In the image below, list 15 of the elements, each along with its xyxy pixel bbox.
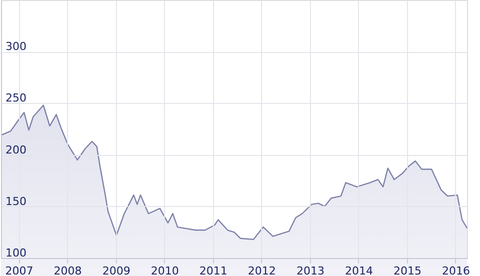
y-tick-label: 300 — [6, 40, 26, 54]
x-tick-label: 2011 — [199, 264, 228, 276]
x-tick-label: 2010 — [150, 264, 179, 276]
x-tick-label: 2008 — [54, 264, 82, 276]
y-tick-label: 200 — [6, 143, 26, 156]
x-tick-label: 2013 — [296, 264, 324, 276]
x-tick-label: 2007 — [5, 264, 34, 276]
x-tick-label: 2012 — [248, 264, 276, 276]
x-tick-label: 2009 — [102, 264, 130, 276]
x-tick-label: 2014 — [344, 264, 373, 276]
x-tick-label: 2015 — [393, 264, 422, 276]
y-tick-label: 100 — [6, 246, 26, 260]
y-tick-label: 150 — [6, 194, 26, 208]
y-tick-label: 250 — [6, 92, 26, 105]
x-tick-label: 2016 — [442, 264, 470, 276]
